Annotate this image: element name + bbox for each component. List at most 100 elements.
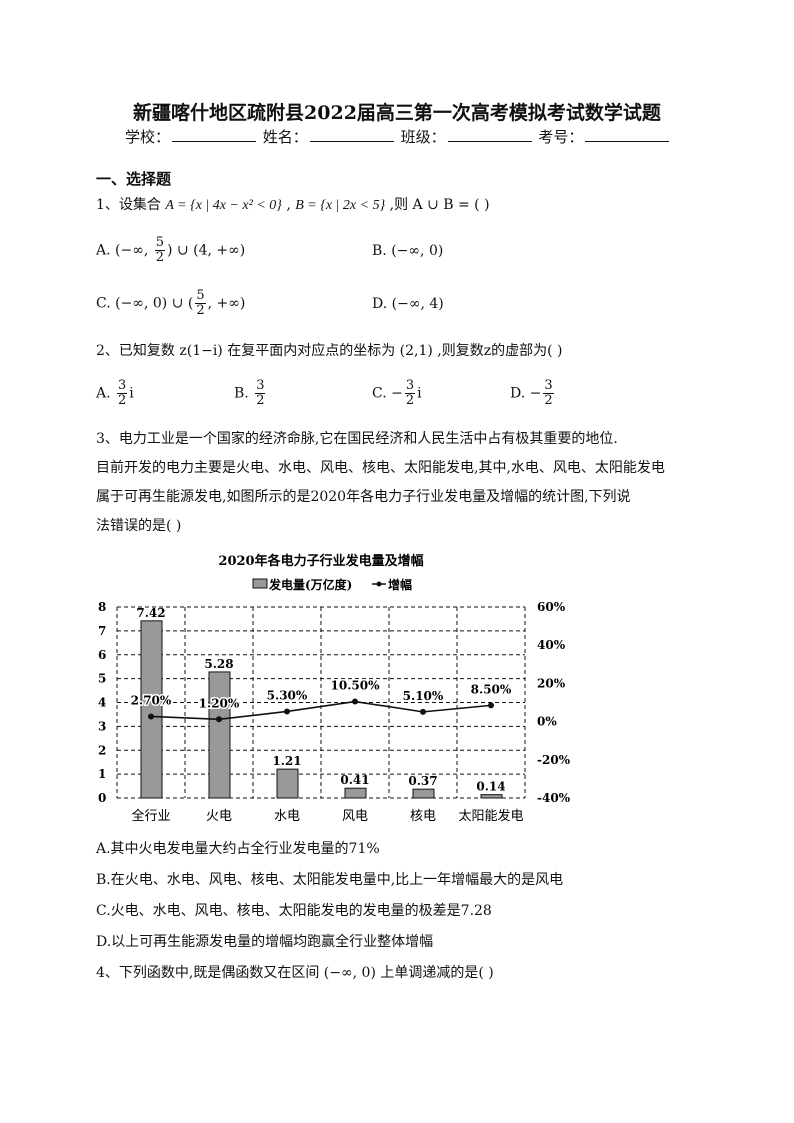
numerator: 5 [195, 288, 206, 304]
class-field[interactable] [447, 127, 532, 142]
growth-label: 1.20% [199, 696, 240, 710]
q3-line: 法错误的是( ) [96, 518, 182, 534]
opt-text: A. [96, 385, 116, 402]
q1-text: 1、设集合 [96, 197, 166, 213]
denominator: 2 [118, 393, 127, 408]
denominator: 2 [256, 393, 265, 408]
y-right-tick: 60% [537, 600, 566, 614]
opt-text: , +∞) [207, 295, 246, 312]
growth-point [352, 698, 358, 705]
x-tick: 核电 [410, 809, 436, 824]
y-left-tick: 7 [98, 624, 106, 638]
y-left-tick: 0 [98, 791, 106, 805]
growth-point [488, 702, 494, 709]
q2-option-c[interactable]: C. −3 2 i [372, 379, 422, 408]
q1-sep: , [281, 197, 296, 213]
number-field[interactable] [585, 127, 670, 142]
section-heading: 一、选择题 [96, 170, 172, 188]
q1-option-c[interactable]: C. (−∞, 0) ∪ (5 2, +∞) [96, 289, 245, 318]
q3-option-c[interactable]: C.火电、水电、风电、核电、太阳能发电的发电量的极差是7.28 [96, 903, 492, 919]
x-tick: 太阳能发电 [458, 808, 523, 824]
q3-option-b[interactable]: B.在火电、水电、风电、核电、太阳能发电量中,比上一年增幅最大的是风电 [96, 872, 564, 888]
denominator: 2 [155, 250, 165, 265]
bar-label: 1.21 [272, 754, 301, 768]
legend-line-marker [376, 581, 382, 587]
growth-label: 10.50% [331, 679, 381, 693]
page-title: 新疆喀什地区疏附县2022届高三第一次高考模拟考试数学试题 [133, 102, 661, 124]
opt-text: A. (−∞, [96, 242, 153, 259]
q1-option-d[interactable]: D. (−∞, 4) [372, 296, 444, 312]
q4-stem: 4、下列函数中,既是偶函数又在区间 (−∞, 0) 上单调递减的是( ) [96, 965, 494, 981]
bar [208, 671, 231, 799]
name-field[interactable] [309, 127, 394, 142]
opt-text: i [417, 385, 422, 402]
bar [412, 788, 435, 799]
y-left-tick: 3 [98, 719, 106, 733]
growth-label: 5.30% [267, 688, 308, 702]
numerator: 3 [117, 378, 128, 394]
q1-text-end: ,则 A ∪ B = ( ) [385, 197, 490, 213]
denominator: 2 [405, 393, 415, 408]
q1-option-a[interactable]: A. (−∞, 5 2) ∪ (4, +∞) [96, 236, 245, 265]
legend-bar-label: 发电量(万亿度) [268, 577, 352, 592]
school-label: 学校： [125, 128, 171, 146]
y-right-tick: -20% [537, 753, 571, 767]
growth-line [150, 700, 492, 721]
growth-point [420, 708, 426, 715]
y-right-tick: 40% [537, 638, 566, 652]
q3-line: 3、电力工业是一个国家的经济命脉,它在国民经济和人民生活中占有极其重要的地位. [96, 431, 618, 447]
opt-text: C. − [372, 385, 403, 402]
bar-label: 0.37 [408, 774, 437, 788]
opt-text: D. − [510, 385, 542, 402]
name-label: 姓名： [262, 128, 308, 146]
q2-option-d[interactable]: D. −3 2 [510, 379, 556, 408]
q1-stem: 1、设集合 A = {x | 4x − x² < 0} , B = {x | 2… [96, 194, 490, 214]
opt-text: B. [234, 385, 254, 402]
y-right-tick: -40% [537, 791, 571, 805]
x-tick: 风电 [342, 809, 368, 824]
x-tick: 火电 [206, 809, 232, 824]
y-left-tick: 5 [98, 672, 106, 686]
bar [276, 768, 299, 799]
growth-point [284, 708, 290, 715]
growth-label: 2.70% [131, 693, 172, 707]
class-label: 班级： [400, 128, 446, 146]
q2-stem: 2、已知复数 z(1−i) 在复平面内对应点的坐标为 (2,1) ,则复数z的虚… [96, 343, 563, 359]
legend-bar-swatch [252, 578, 268, 589]
y-right-tick: 20% [537, 676, 566, 690]
y-left-tick: 4 [98, 696, 106, 710]
q1-option-b[interactable]: B. (−∞, 0) [372, 243, 444, 259]
growth-point [148, 713, 154, 720]
x-tick: 水电 [274, 809, 300, 824]
numerator: 5 [154, 235, 166, 251]
bar [140, 620, 163, 799]
number-label: 考号： [538, 128, 584, 146]
bar [344, 787, 367, 799]
growth-label: 5.10% [403, 689, 444, 703]
q3-option-d[interactable]: D.以上可再生能源发电量的增幅均跑赢全行业整体增幅 [96, 934, 434, 950]
bar-label: 5.28 [204, 657, 233, 671]
denominator: 2 [196, 303, 205, 318]
school-field[interactable] [172, 127, 257, 142]
chart-title: 2020年各电力子行业发电量及增幅 [218, 553, 423, 569]
opt-text: i [129, 385, 134, 402]
q3-option-a[interactable]: A.其中火电发电量大约占全行业发电量的71% [96, 841, 380, 857]
numerator: 3 [543, 378, 554, 394]
x-tick: 全行业 [131, 808, 170, 824]
legend-line-label: 增幅 [388, 577, 412, 592]
numerator: 3 [255, 378, 266, 394]
y-left-tick: 8 [98, 600, 106, 614]
bar-label: 7.42 [136, 606, 165, 620]
numerator: 3 [404, 378, 416, 394]
set-a: A = {x | 4x − x² < 0} [165, 198, 282, 213]
q3-line: 属于可再生能源发电,如图所示的是2020年各电力子行业发电量及增幅的统计图,下列… [96, 489, 631, 505]
growth-point [216, 716, 222, 723]
